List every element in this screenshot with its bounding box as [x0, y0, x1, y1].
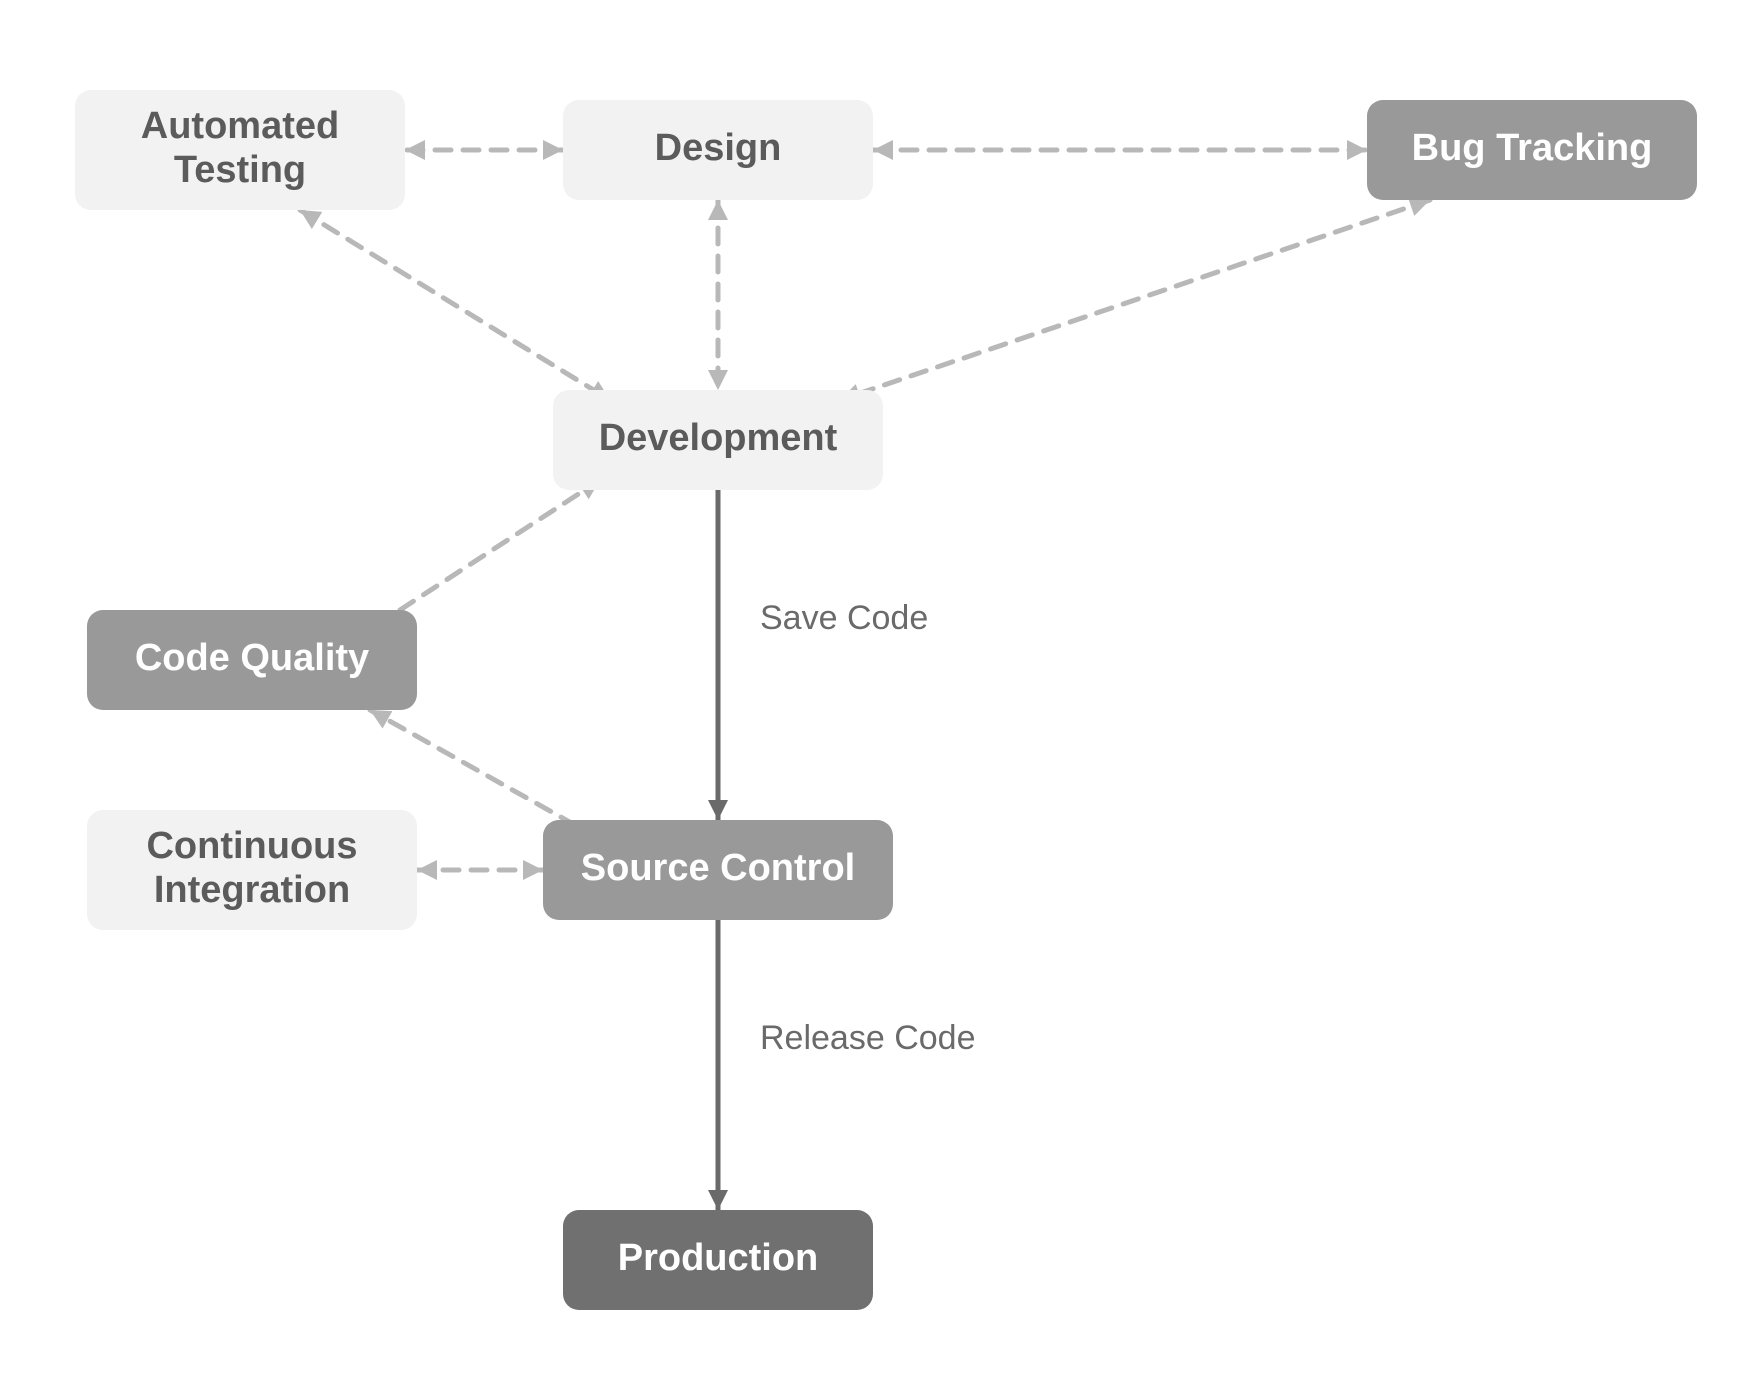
node-design: Design [563, 100, 873, 200]
node-code_quality: Code Quality [87, 610, 417, 710]
arrow-head-icon [405, 140, 425, 160]
edge-line [300, 210, 610, 400]
node-automated_testing: AutomatedTesting [75, 90, 405, 210]
node-label: Production [618, 1237, 819, 1279]
node-label: Continuous [146, 825, 357, 867]
edge-line [370, 710, 575, 825]
arrow-head-icon [708, 1190, 728, 1210]
node-label: Automated [141, 105, 339, 147]
arrow-head-icon [708, 800, 728, 820]
node-label: Testing [174, 149, 306, 191]
edge-design-to-development [708, 200, 728, 390]
arrow-head-icon [300, 210, 322, 229]
arrow-head-icon [708, 200, 728, 220]
arrow-head-icon [873, 140, 893, 160]
node-label: Design [655, 127, 782, 169]
node-source_control: Source Control [543, 820, 893, 920]
edge-source_control-to-production: Release Code [708, 920, 975, 1210]
edge-line [400, 480, 600, 610]
node-label: Integration [154, 869, 350, 911]
edge-bug_tracking-to-development [840, 197, 1430, 403]
node-production: Production [563, 1210, 873, 1310]
edge-source_control-to-code_quality [370, 710, 575, 825]
node-bug_tracking: Bug Tracking [1367, 100, 1697, 200]
edge-design-to-automated_testing [405, 140, 563, 160]
edge-line [840, 200, 1430, 400]
node-label: Bug Tracking [1412, 127, 1653, 169]
edge-code_quality-to-development [400, 480, 600, 610]
arrow-head-icon [417, 860, 437, 880]
node-development: Development [553, 390, 883, 490]
edge-source_control-to-continuous_integration [417, 860, 543, 880]
node-label: Code Quality [135, 637, 369, 679]
edge-development-to-source_control: Save Code [708, 490, 928, 820]
node-label: Development [599, 417, 838, 459]
arrow-head-icon [1347, 140, 1367, 160]
arrow-head-icon [708, 370, 728, 390]
edge-design-to-bug_tracking [873, 140, 1367, 160]
node-continuous_integration: ContinuousIntegration [87, 810, 417, 930]
edge-automated_testing-to-development [300, 210, 610, 400]
edge-label: Save Code [760, 599, 928, 637]
flowchart-canvas: Save Code Release Code AutomatedTesting Des… [0, 0, 1754, 1375]
edge-label: Release Code [760, 1019, 975, 1057]
arrow-head-icon [523, 860, 543, 880]
node-label: Source Control [581, 847, 855, 889]
arrow-head-icon [543, 140, 563, 160]
